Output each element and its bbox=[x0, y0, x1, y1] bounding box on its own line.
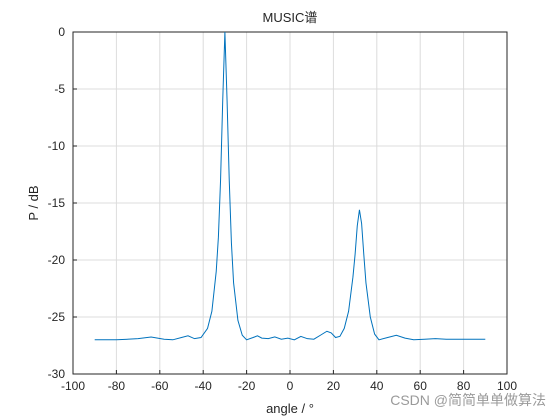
y-tick-label: -25 bbox=[48, 310, 66, 324]
y-axis-label: P / dB bbox=[26, 185, 41, 220]
y-tick-label: -30 bbox=[48, 367, 66, 381]
x-tick-label: 80 bbox=[457, 379, 471, 393]
axes-box bbox=[72, 31, 508, 375]
x-tick-label: 60 bbox=[414, 379, 428, 393]
x-tick-label: -20 bbox=[238, 379, 256, 393]
x-tick-label: 100 bbox=[497, 379, 517, 393]
x-tick-label: 40 bbox=[370, 379, 384, 393]
y-tick-label: -20 bbox=[48, 253, 66, 267]
x-axis-label: angle / ° bbox=[266, 401, 314, 416]
x-tick-label: -40 bbox=[195, 379, 213, 393]
x-tick-label: 20 bbox=[327, 379, 341, 393]
y-tick-label: -5 bbox=[54, 82, 65, 96]
watermark: CSDN @简简单单做算法 bbox=[390, 392, 546, 408]
x-tick-label: -100 bbox=[61, 379, 85, 393]
x-tick-label: 0 bbox=[287, 379, 294, 393]
y-tick-label: -10 bbox=[48, 139, 66, 153]
x-tick-label: -60 bbox=[151, 379, 169, 393]
x-tick-label: -80 bbox=[108, 379, 126, 393]
line-series bbox=[94, 31, 486, 341]
chart-title: MUSIC谱 bbox=[263, 10, 318, 25]
y-tick-label: 0 bbox=[58, 25, 65, 39]
y-tick-label: -15 bbox=[48, 196, 66, 210]
